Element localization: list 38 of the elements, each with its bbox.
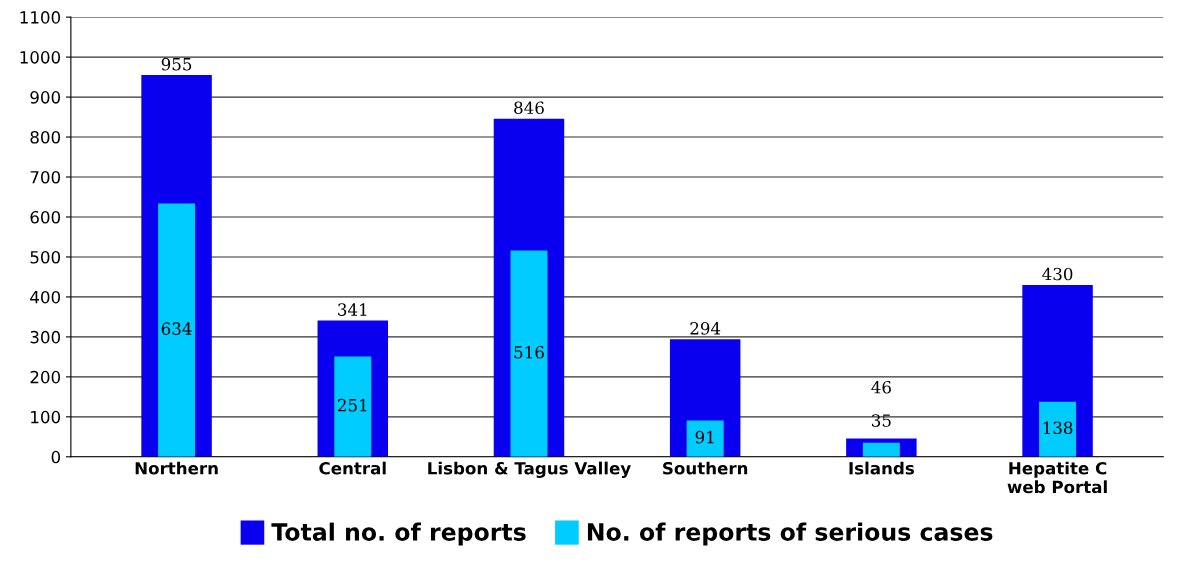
- bar: [158, 203, 196, 457]
- x-tick-label: Southern: [663, 461, 748, 475]
- x-tick-label: Hepatite C web Portal: [1007, 461, 1107, 494]
- x-tick-label: Islands: [849, 461, 914, 475]
- y-tick-label: 200: [30, 370, 61, 384]
- bar: [510, 250, 548, 457]
- data-label: 846: [514, 101, 544, 115]
- data-label: 516: [514, 345, 544, 359]
- data-label: 46: [871, 380, 891, 394]
- data-label: 955: [161, 57, 192, 71]
- x-tick-label: Lisbon & Tagus Valley: [428, 461, 631, 478]
- bar: [862, 442, 900, 457]
- y-tick-label: 100: [31, 410, 61, 424]
- y-tick-label: 500: [30, 250, 61, 264]
- data-label: 138: [1043, 421, 1073, 435]
- data-label: 341: [338, 303, 367, 316]
- x-tick-label: Northern: [135, 461, 218, 475]
- legend-label: Total no. of reports: [271, 522, 526, 546]
- legend-label: No. of reports of serious cases: [587, 522, 993, 546]
- y-tick-label: 700: [30, 170, 61, 184]
- data-label: 634: [161, 322, 192, 335]
- y-tick-label: 0: [51, 450, 61, 464]
- y-tick-label: 800: [30, 131, 61, 144]
- data-label: 430: [1042, 267, 1073, 281]
- bar: [1039, 401, 1077, 457]
- y-tick-label: 400: [30, 290, 61, 304]
- y-tick-label: 300: [30, 330, 61, 344]
- y-tick-label: 1100: [20, 11, 61, 24]
- y-tick-label: 1000: [20, 51, 61, 64]
- x-tick-label: Central: [319, 461, 386, 475]
- data-label: 91: [695, 430, 714, 444]
- data-label: 251: [338, 398, 367, 412]
- bar: [334, 356, 372, 457]
- y-tick-label: 900: [30, 91, 61, 104]
- data-label: 294: [690, 322, 721, 335]
- data-label: 35: [872, 414, 891, 427]
- y-tick-label: 600: [30, 210, 61, 224]
- bar: [686, 420, 724, 457]
